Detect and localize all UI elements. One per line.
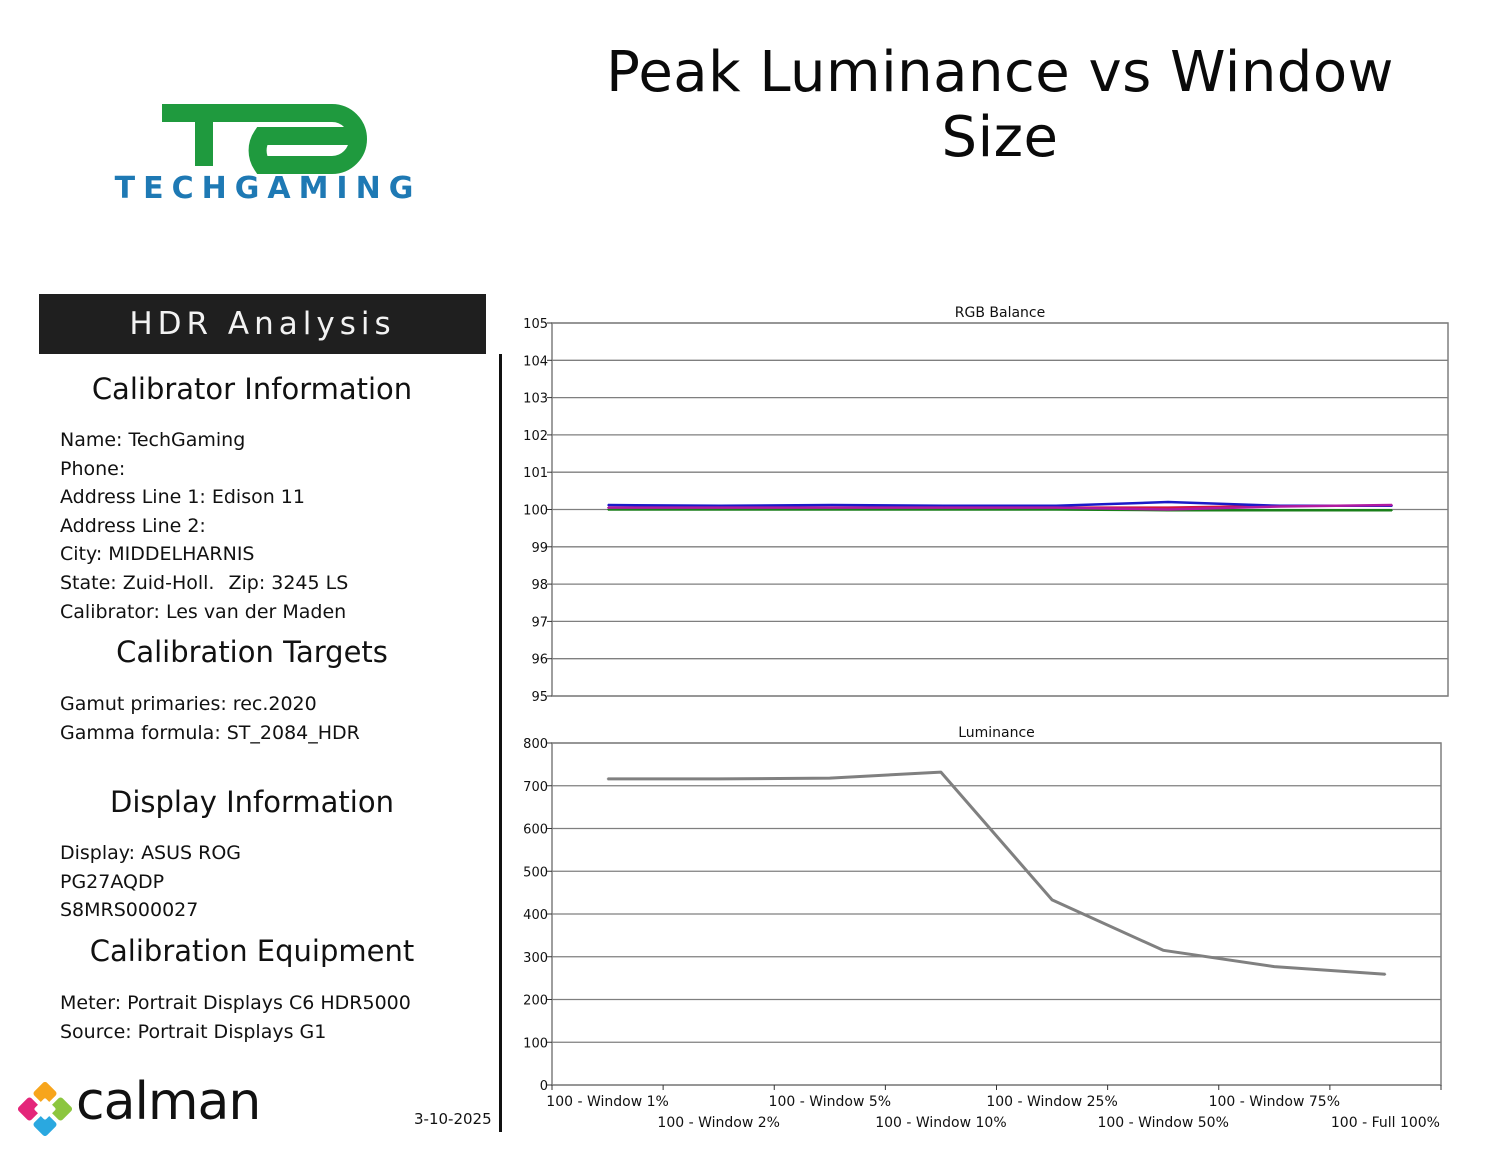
calibrator-row: Calibrator: Les van der Maden: [60, 600, 347, 623]
meter-row: Meter: Portrait Displays C6 HDR5000: [60, 992, 411, 1014]
rgb-balance-series-magenta: [608, 503, 1393, 511]
calibration-targets-heading: Calibration Targets: [116, 635, 388, 669]
rgb-balance-y-tick-label: 98: [531, 578, 548, 593]
techgaming-logo-mark: [162, 104, 367, 174]
phone-row: Phone:: [60, 457, 126, 480]
rgb-balance-series-green: [608, 508, 1392, 512]
luminance-point-luminance: [829, 777, 831, 779]
rgb-balance-point-magenta: [1279, 505, 1281, 508]
display-serial-row: S8MRS000027: [60, 899, 199, 922]
rgb-balance-y-tick-label: 104: [523, 354, 548, 369]
luminance-x-tick-label: 100 - Full 100%: [1331, 1115, 1440, 1131]
luminance-y-tick-label: 500: [523, 865, 548, 880]
calibrator-info: Name: TechGaming Phone: Address Line 1: Ed…: [60, 426, 348, 626]
rgb-balance-point-blue: [1167, 501, 1169, 503]
report-date: 3-10-2025: [414, 1110, 492, 1128]
rgb-balance-y-tick-label: 96: [531, 653, 548, 668]
rgb-balance-point-blue: [943, 504, 945, 507]
rgb-balance-y-tick-label: 95: [531, 690, 548, 705]
luminance-x-tick-label: 100 - Window 2%: [657, 1115, 780, 1131]
display-info-heading: Display Information: [110, 785, 394, 819]
rgb-balance-y-tick-label: 105: [523, 317, 548, 332]
luminance-x-tick-label: 100 - Window 5%: [769, 1094, 892, 1110]
luminance-x-tick-label: 100 - Window 75%: [1209, 1094, 1340, 1110]
luminance-y-tick-label: 800: [523, 737, 548, 752]
rgb-balance-point-magenta: [1167, 508, 1169, 511]
luminance-series-luminance: [607, 770, 1386, 976]
luminance-y-tick-label: 400: [523, 908, 548, 923]
luminance-point-luminance: [1162, 949, 1164, 952]
rgb-balance-series-blue: [607, 500, 1392, 508]
city-row: City: MIDDELHARNIS: [60, 543, 255, 566]
calman-wordmark: calman: [76, 1072, 261, 1132]
name-row: Name: TechGaming: [60, 429, 246, 451]
luminance-x-tick-label: 100 - Window 1%: [546, 1094, 669, 1110]
rgb-balance-point-green: [943, 508, 945, 511]
luminance-x-tick-label: 100 - Window 10%: [875, 1115, 1006, 1131]
rgb-balance-y-tick-label: 103: [523, 392, 548, 407]
calibration-equipment: Meter: Portrait Displays C6 HDR5000 Sourc…: [60, 989, 411, 1046]
luminance-point-luminance: [606, 778, 609, 780]
calman-logo-icon: [18, 1082, 72, 1136]
luminance-point-luminance: [940, 771, 942, 773]
display-row: Display: ASUS ROG: [60, 842, 242, 864]
display-model-row: PG27AQDP: [60, 870, 165, 893]
luminance-y-tick-label: 600: [523, 823, 548, 838]
luminance-y-tick-label: 200: [523, 994, 548, 1009]
calibration-targets: Gamut primaries: rec.2020 Gamma formula: S…: [60, 690, 360, 747]
display-info: Display: ASUS ROG PG27AQDP S8MRS000027: [60, 839, 241, 925]
rgb-balance-point-red: [1167, 506, 1169, 509]
techgaming-wordmark: TECHGAMING: [115, 171, 422, 206]
luminance-chart-title: Luminance: [958, 725, 1035, 741]
rgb-balance-point-magenta: [1055, 506, 1057, 509]
rgb-balance-point-blue: [719, 504, 721, 507]
rgb-balance-point-magenta: [1391, 504, 1393, 506]
rgb-balance-chart-title: RGB Balance: [955, 305, 1045, 321]
rgb-balance-point-magenta: [943, 506, 945, 509]
gamma-row: Gamma formula: ST_2084_HDR: [60, 721, 360, 744]
state-zip-row: State: Zuid-Holl. Zip: 3245 LS: [60, 571, 349, 594]
luminance-y-tick-label: 100: [523, 1036, 548, 1051]
rgb-balance-point-green: [1055, 508, 1057, 511]
rgb-balance-point-blue: [1055, 504, 1057, 507]
calibrator-info-heading: Calibrator Information: [91, 372, 413, 406]
source-row: Source: Portrait Displays G1: [60, 1020, 327, 1043]
rgb-balance-point-green: [1279, 509, 1281, 512]
rgb-balance-point-green: [831, 508, 833, 511]
rgb-balance-y-tick-label: 102: [523, 429, 548, 444]
rgb-balance-point-magenta: [607, 506, 609, 509]
address2-row: Address Line 2:: [60, 514, 206, 537]
hdr-analysis-banner: HDR Analysis: [39, 294, 486, 354]
rgb-balance-y-tick-label: 99: [531, 541, 548, 556]
rgb-balance-y-tick-label: 100: [523, 504, 548, 519]
rgb-balance-point-green: [607, 508, 609, 511]
rgb-balance-y-tick-label: 97: [531, 615, 548, 630]
luminance-y-tick-label: 0: [540, 1079, 548, 1094]
luminance-point-luminance: [1273, 965, 1276, 968]
luminance-point-luminance: [1051, 899, 1053, 901]
rgb-balance-point-green: [1391, 509, 1393, 512]
rgb-balance-y-tick-label: 101: [523, 466, 548, 481]
calibration-equipment-heading: Calibration Equipment: [89, 934, 415, 968]
rgb-balance-point-magenta: [719, 506, 721, 509]
vertical-divider: [499, 354, 502, 1132]
rgb-balance-point-magenta: [831, 506, 833, 509]
luminance-y-tick-label: 700: [523, 780, 548, 795]
rgb-balance-point-blue: [607, 504, 609, 506]
luminance-x-tick-label: 100 - Window 25%: [986, 1094, 1117, 1110]
address1-row: Address Line 1: Edison 11: [60, 486, 305, 509]
logo-g-loop: [247, 104, 367, 174]
luminance-x-tick-label: 100 - Window 50%: [1097, 1115, 1228, 1131]
page-title: Peak Luminance vs Window Size: [606, 40, 1394, 170]
luminance-point-luminance: [717, 778, 720, 780]
chart-area: 95 96 97 98 99 100 101 102 103 104 105 RGB Balance 0…: [523, 305, 1449, 1131]
rgb-balance-point-green: [719, 508, 721, 511]
gamut-row: Gamut primaries: rec.2020: [60, 693, 317, 715]
rgb-balance-point-blue: [831, 504, 833, 506]
luminance-point-luminance: [1384, 973, 1387, 976]
techgaming-logo: TECHGAMING: [115, 104, 422, 206]
luminance-y-tick-label: 300: [523, 951, 548, 966]
